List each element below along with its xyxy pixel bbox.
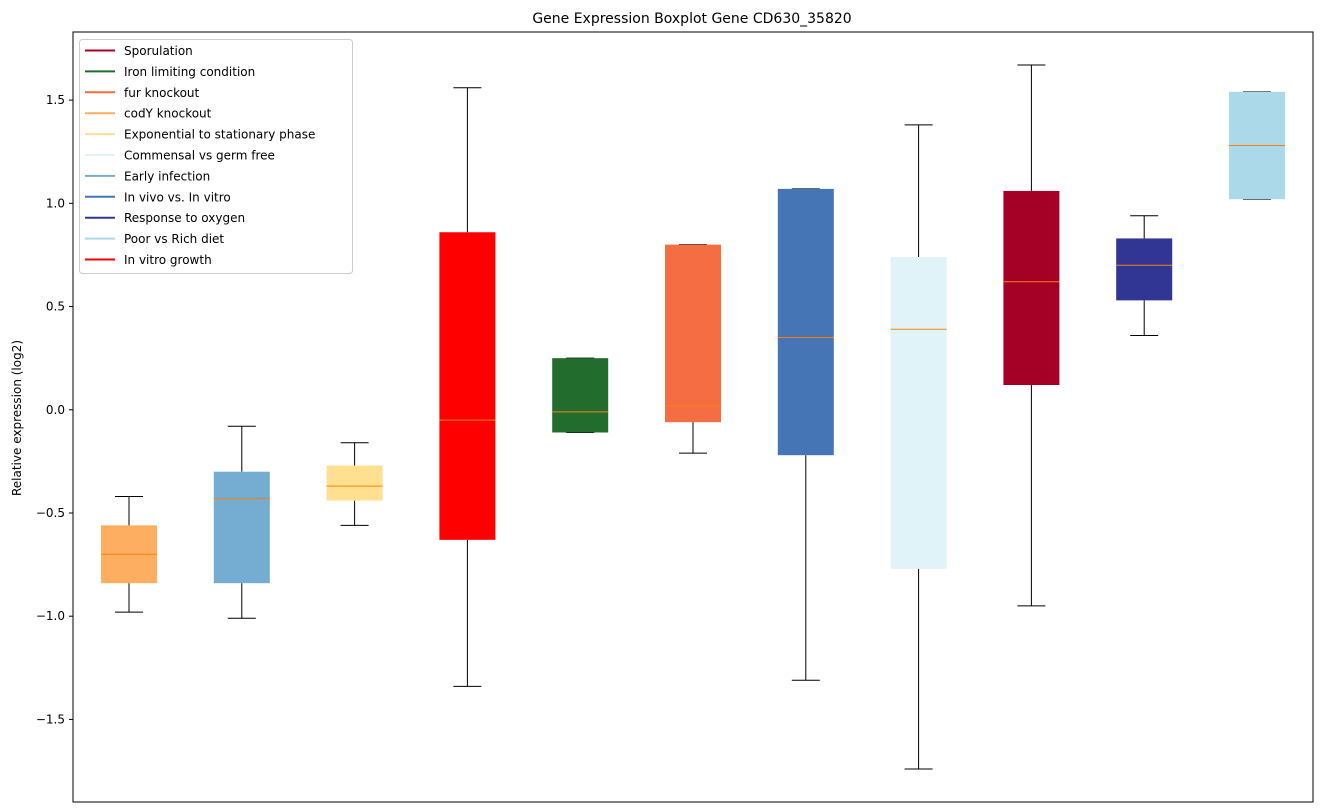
- box-group: [777, 188, 834, 681]
- legend: Sporulation Iron limiting condition fur kn…: [79, 39, 353, 274]
- box-group: [439, 87, 496, 687]
- box-group: [1116, 215, 1173, 336]
- legend-label: Early infection: [124, 169, 210, 183]
- box: [665, 244, 721, 423]
- box: [326, 465, 383, 501]
- legend-label: Commensal vs germ free: [124, 149, 275, 163]
- axes-layer: −1.5 −1.0 −0.5 0.0 0.5 1.0 1.5: [36, 31, 1314, 803]
- legend-label: codY knockout: [124, 107, 212, 121]
- box-group: [1003, 64, 1060, 607]
- box-group: [1229, 91, 1285, 200]
- legend-label: Exponential to stationary phase: [124, 128, 315, 142]
- legend-label: Poor vs Rich diet: [124, 232, 224, 246]
- plot-frame: [72, 31, 1314, 803]
- box: [890, 257, 947, 569]
- y-tick-label: 0.0: [46, 403, 65, 417]
- box: [777, 188, 834, 456]
- box-group: [665, 244, 721, 454]
- y-tick-label: 0.5: [46, 300, 65, 314]
- boxes-layer: [101, 64, 1285, 770]
- legend-label: Iron limiting condition: [124, 65, 255, 79]
- y-tick-label: −1.0: [36, 609, 65, 623]
- y-tick-label: −0.5: [36, 506, 65, 520]
- legend-label: fur knockout: [124, 86, 200, 100]
- legend-label: Response to oxygen: [124, 211, 245, 225]
- box: [1116, 238, 1173, 301]
- legend-label: Sporulation: [124, 44, 193, 58]
- y-tick-label: −1.5: [36, 712, 65, 726]
- legend-label: In vivo vs. In vitro: [124, 190, 231, 204]
- box: [552, 358, 609, 433]
- legend-label: In vitro growth: [124, 253, 212, 267]
- box: [439, 232, 496, 540]
- y-axis-label: Relative expression (log2): [10, 340, 24, 496]
- box-group: [890, 124, 947, 770]
- box-group: [101, 495, 157, 613]
- y-tick-label: 1.0: [46, 196, 65, 210]
- box-group: [326, 442, 383, 526]
- box-group: [213, 425, 270, 619]
- chart-title: Gene Expression Boxplot Gene CD630_35820: [532, 11, 851, 27]
- legend-frame: [79, 39, 353, 274]
- box: [1003, 190, 1060, 386]
- box-group: [552, 357, 609, 433]
- box: [213, 471, 270, 584]
- y-tick-label: 1.5: [46, 93, 65, 107]
